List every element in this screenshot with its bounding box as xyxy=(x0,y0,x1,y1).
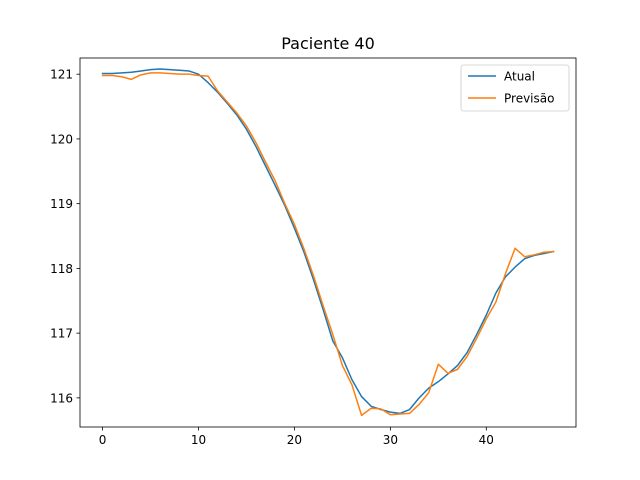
legend-label: Atual xyxy=(504,70,535,84)
x-tick-label: 0 xyxy=(99,433,107,447)
axes-frame xyxy=(79,57,577,428)
series-line-1 xyxy=(101,68,555,415)
x-tick-label: 10 xyxy=(191,433,206,447)
y-tick-label: 120 xyxy=(50,132,73,146)
series-line-2 xyxy=(101,72,555,417)
legend-label: Previsão xyxy=(504,92,554,106)
x-tick-label: 40 xyxy=(479,433,494,447)
y-tick-label: 116 xyxy=(50,391,73,405)
legend: Atual Previsão xyxy=(460,64,570,112)
plot-area xyxy=(101,68,555,417)
axes: 0 10 20 30 40 116 117 118 119 120 121 xyxy=(50,57,577,447)
x-tick-label: 30 xyxy=(383,433,398,447)
y-tick-label: 119 xyxy=(50,197,73,211)
y-tick-label: 121 xyxy=(50,68,73,82)
x-tick-label: 20 xyxy=(287,433,302,447)
y-tick-label: 117 xyxy=(50,327,73,341)
chart-title: Paciente 40 xyxy=(281,34,375,53)
y-tick-label: 118 xyxy=(50,262,73,276)
